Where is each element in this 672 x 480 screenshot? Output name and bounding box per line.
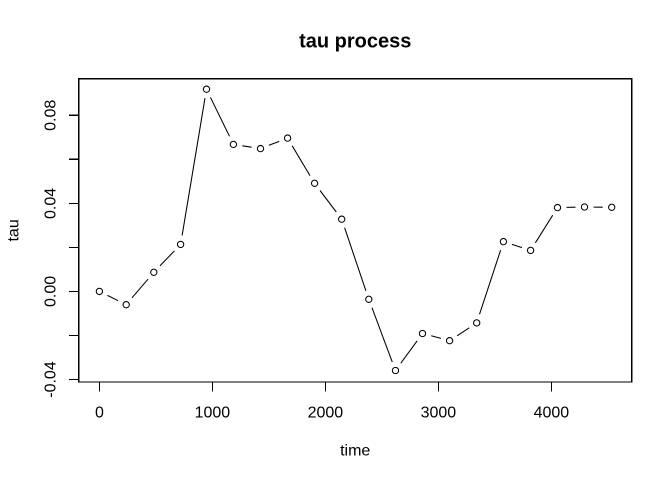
svg-text:1000: 1000 bbox=[195, 405, 231, 422]
svg-text:tau: tau bbox=[6, 219, 23, 241]
svg-text:0.00: 0.00 bbox=[43, 276, 60, 307]
svg-text:-0.04: -0.04 bbox=[43, 361, 60, 398]
svg-text:time: time bbox=[340, 443, 370, 460]
svg-text:0.08: 0.08 bbox=[43, 100, 60, 131]
svg-text:2000: 2000 bbox=[308, 405, 344, 422]
svg-text:tau process: tau process bbox=[299, 30, 411, 52]
svg-text:0.04: 0.04 bbox=[43, 188, 60, 219]
svg-text:4000: 4000 bbox=[534, 405, 570, 422]
svg-text:0: 0 bbox=[95, 405, 104, 422]
svg-text:3000: 3000 bbox=[421, 405, 457, 422]
